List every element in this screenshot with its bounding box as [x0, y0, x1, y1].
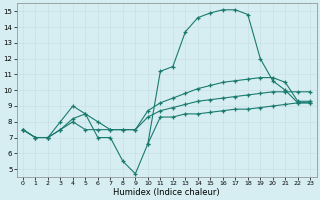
X-axis label: Humidex (Indice chaleur): Humidex (Indice chaleur): [113, 188, 220, 197]
